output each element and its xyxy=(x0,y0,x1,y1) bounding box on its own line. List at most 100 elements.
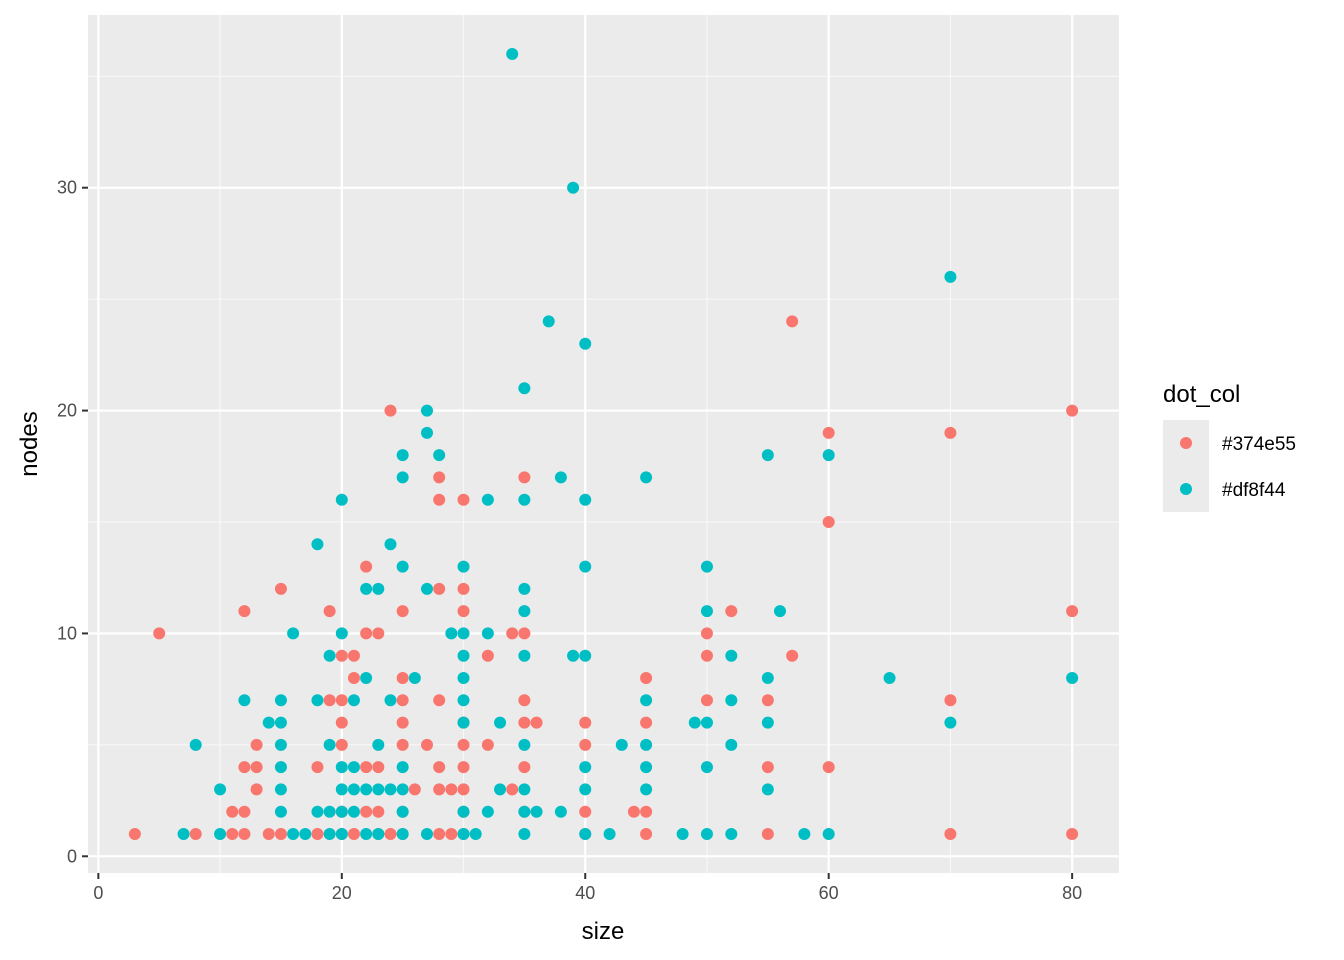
data-point xyxy=(214,783,227,796)
legend-key-374e55 xyxy=(1180,437,1192,449)
data-point xyxy=(287,627,300,640)
data-point xyxy=(396,672,409,684)
major-gridlines xyxy=(88,15,1119,873)
data-point xyxy=(433,761,446,774)
data-point xyxy=(396,805,409,818)
data-point xyxy=(822,828,835,840)
data-point xyxy=(640,828,653,840)
data-point xyxy=(335,783,348,796)
data-point xyxy=(433,828,446,840)
data-point xyxy=(396,783,409,796)
y-axis-title: nodes xyxy=(16,411,43,476)
data-point xyxy=(396,471,409,484)
data-point xyxy=(761,828,774,840)
data-point xyxy=(640,761,653,774)
data-point xyxy=(360,828,373,840)
data-point xyxy=(408,783,421,796)
data-point xyxy=(360,783,373,796)
data-point xyxy=(554,471,567,484)
data-point xyxy=(457,716,470,729)
data-point xyxy=(518,382,531,395)
legend-label-df8f44: #df8f44 xyxy=(1222,480,1286,501)
data-point xyxy=(579,493,592,506)
data-point xyxy=(579,783,592,796)
data-point xyxy=(457,649,470,662)
data-point xyxy=(579,828,592,840)
data-point xyxy=(700,560,713,573)
data-point xyxy=(238,828,251,840)
data-point xyxy=(1066,404,1079,417)
data-point xyxy=(250,783,263,796)
data-point xyxy=(518,627,531,640)
data-point xyxy=(335,649,348,662)
data-point xyxy=(335,627,348,640)
data-point xyxy=(396,694,409,707)
data-point xyxy=(469,828,482,840)
data-point xyxy=(494,716,507,729)
data-point xyxy=(822,426,835,439)
data-point xyxy=(299,828,312,840)
data-point xyxy=(640,805,653,818)
data-point xyxy=(335,694,348,707)
data-point xyxy=(323,738,336,751)
data-point xyxy=(725,694,738,707)
data-point xyxy=(177,828,190,840)
data-point xyxy=(700,761,713,774)
data-point xyxy=(274,694,287,707)
x-axis-title: size xyxy=(582,918,625,945)
data-point xyxy=(457,560,470,573)
data-point xyxy=(518,783,531,796)
data-point xyxy=(518,828,531,840)
data-point xyxy=(189,738,202,751)
data-point xyxy=(421,582,434,595)
data-point xyxy=(579,649,592,662)
data-point xyxy=(944,716,957,729)
data-point xyxy=(542,315,555,328)
x-axis: 0 20 40 60 80 xyxy=(93,873,1082,903)
data-point xyxy=(506,627,519,640)
data-point xyxy=(481,627,494,640)
data-point xyxy=(481,805,494,818)
data-point xyxy=(944,270,957,283)
data-point xyxy=(579,805,592,818)
data-point xyxy=(311,538,324,551)
data-point xyxy=(798,828,811,840)
data-point xyxy=(347,672,360,684)
data-point xyxy=(457,627,470,640)
data-point xyxy=(347,828,360,840)
data-point xyxy=(640,716,653,729)
data-point xyxy=(457,694,470,707)
data-point xyxy=(700,627,713,640)
data-point xyxy=(372,738,385,751)
data-point xyxy=(761,694,774,707)
data-point xyxy=(518,805,531,818)
data-point xyxy=(323,805,336,818)
data-point xyxy=(700,694,713,707)
data-point xyxy=(603,828,616,840)
data-point xyxy=(214,828,227,840)
data-point xyxy=(433,582,446,595)
data-point xyxy=(944,426,957,439)
data-point xyxy=(238,605,251,618)
data-point xyxy=(360,560,373,573)
data-point xyxy=(445,627,458,640)
data-point xyxy=(700,649,713,662)
data-point xyxy=(567,181,580,194)
data-point xyxy=(335,828,348,840)
series-df8f44 xyxy=(177,48,1079,840)
data-point xyxy=(445,783,458,796)
data-point xyxy=(250,738,263,751)
data-point xyxy=(262,828,275,840)
plot-panel xyxy=(88,15,1119,873)
data-point xyxy=(457,783,470,796)
x-tick-label: 20 xyxy=(332,883,352,903)
data-point xyxy=(530,716,543,729)
data-point xyxy=(347,805,360,818)
data-point xyxy=(323,828,336,840)
data-point xyxy=(323,694,336,707)
x-tick-label: 80 xyxy=(1062,883,1082,903)
data-point xyxy=(421,828,434,840)
data-point xyxy=(274,805,287,818)
data-point xyxy=(688,716,701,729)
data-point xyxy=(433,783,446,796)
